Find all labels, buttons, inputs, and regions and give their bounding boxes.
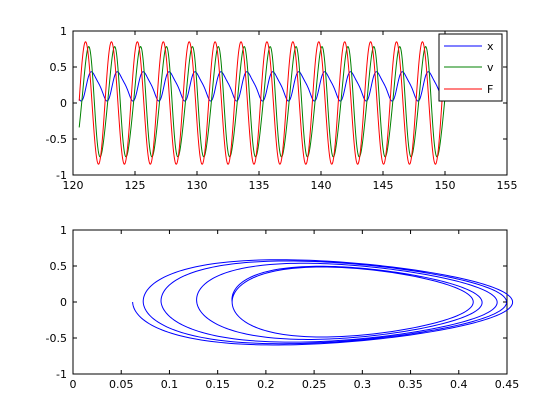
bottom-xtick-label: 0.25: [302, 378, 327, 391]
phase-portrait-line: [132, 259, 514, 346]
bottom-ytick-label: 0: [60, 296, 67, 309]
legend-label-x: x: [487, 40, 494, 53]
bottom-xtick-label: 0.4: [450, 378, 468, 391]
top-ytick-label: 1: [60, 25, 67, 38]
top-ytick-label: -0.5: [46, 133, 67, 146]
legend-label-f: F: [487, 83, 493, 96]
series-line-f: [78, 41, 446, 165]
top-ytick-label: -1: [56, 169, 67, 182]
bottom-xtick-label: 0.15: [205, 378, 230, 391]
top-series-group: [78, 41, 446, 165]
bottom-xtick-label: 0.2: [257, 378, 275, 391]
top-xtick-label: 125: [125, 179, 146, 192]
bottom-x-ticks: 0 0.05 0.1 0.15 0.2 0.25 0.3 0.35 0.4 0.45: [70, 230, 520, 391]
top-x-ticks: 120 125 130 135 140 145 150 155: [63, 31, 518, 192]
bottom-xtick-label: 0.45: [495, 378, 520, 391]
bottom-series-group: [132, 259, 514, 346]
bottom-axes-box: [72, 229, 508, 375]
series-line-x: [78, 71, 446, 102]
top-y-ticks: -1 -0.5 0 0.5 1: [46, 25, 507, 182]
top-xtick-label: 120: [63, 179, 84, 192]
top-ytick-label: 0: [60, 97, 67, 110]
bottom-ytick-label: 1: [60, 224, 67, 237]
top-xtick-label: 135: [249, 179, 270, 192]
legend-label-v: v: [487, 61, 494, 74]
series-line-v: [78, 46, 446, 158]
bottom-ytick-label: 0.5: [50, 260, 68, 273]
top-ytick-label: 0.5: [50, 61, 68, 74]
bottom-xtick-label: 0.05: [109, 378, 134, 391]
bottom-xtick-label: 0.3: [354, 378, 372, 391]
top-xtick-label: 150: [435, 179, 456, 192]
bottom-xtick-label: 0: [70, 378, 77, 391]
top-xtick-label: 140: [311, 179, 332, 192]
bottom-axes: 0 0.05 0.1 0.15 0.2 0.25 0.3 0.35 0.4 0.45 -1 -0.5…: [46, 224, 520, 391]
bottom-xtick-label: 0.35: [398, 378, 423, 391]
top-xtick-label: 155: [497, 179, 518, 192]
bottom-ytick-label: -0.5: [46, 332, 67, 345]
top-axes: 120 125 130 135 140 145 150 155 -1 -0.5 0 0.5 1 x v…: [46, 25, 518, 192]
top-xtick-label: 130: [187, 179, 208, 192]
legend: x v F: [438, 33, 503, 102]
bottom-y-ticks: -1 -0.5 0 0.5 1: [46, 224, 507, 381]
bottom-ytick-label: -1: [56, 368, 67, 381]
top-xtick-label: 145: [373, 179, 394, 192]
bottom-xtick-label: 0.1: [161, 378, 179, 391]
